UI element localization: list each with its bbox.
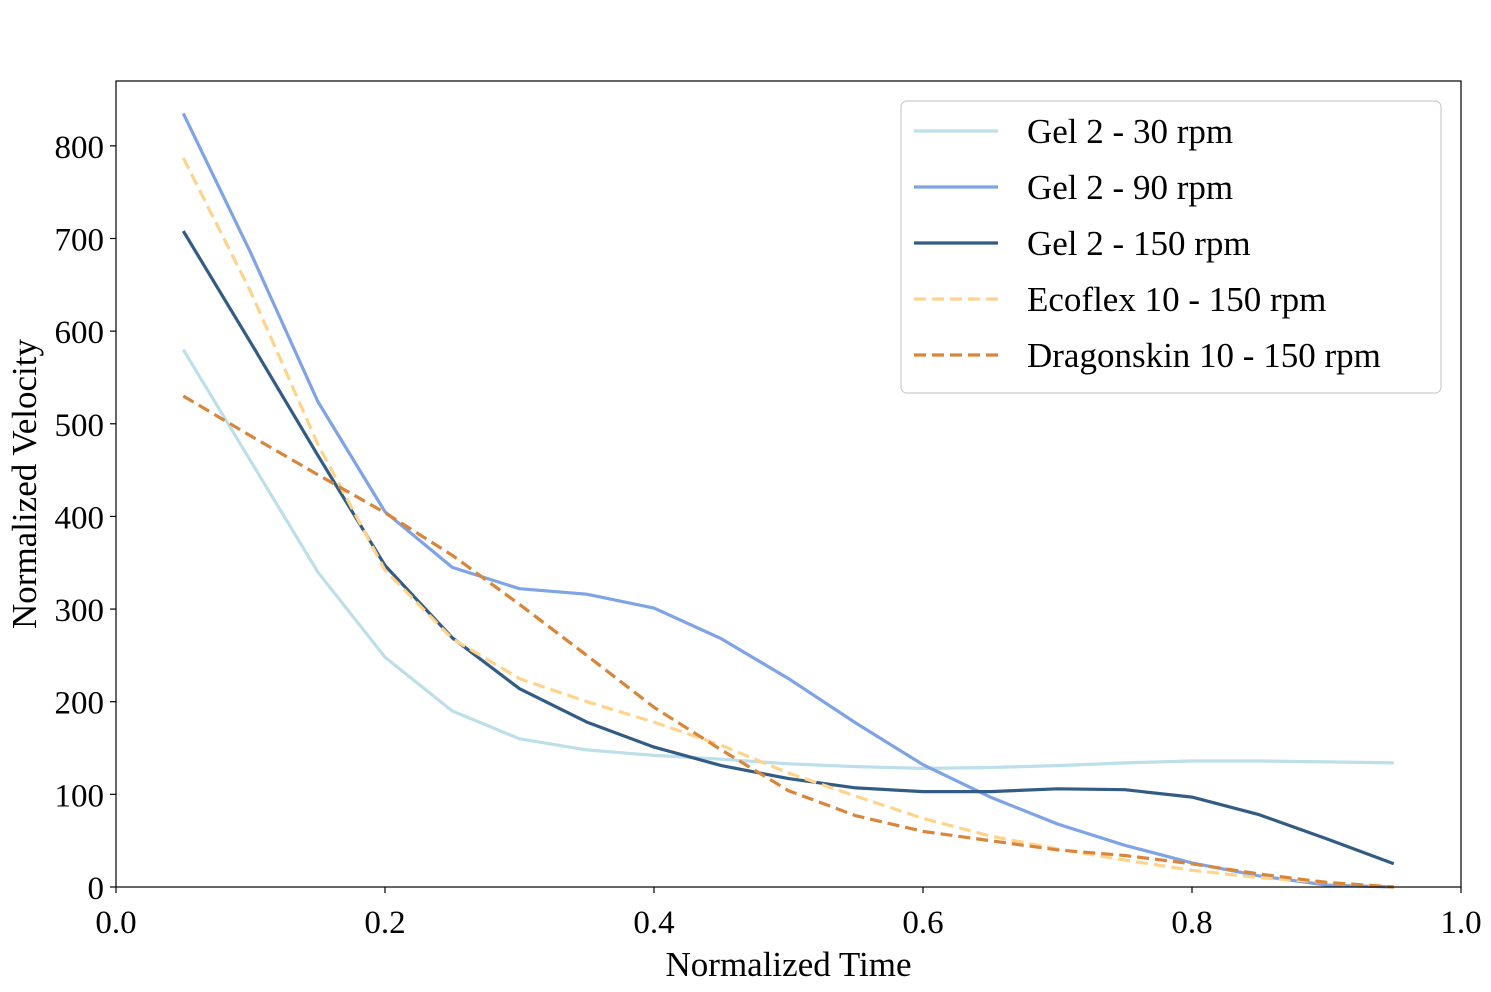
y-tick-label: 800 — [55, 130, 105, 166]
y-tick-label: 200 — [55, 686, 105, 722]
legend-label: Gel 2 - 30 rpm — [1027, 112, 1233, 151]
legend-label: Gel 2 - 90 rpm — [1027, 168, 1233, 207]
legend-box — [900, 100, 1442, 394]
y-tick-label: 400 — [55, 500, 105, 536]
series-line-gel-2-150-rpm — [181, 230, 1395, 866]
y-axis-label: Normalized Velocity — [5, 339, 44, 629]
series-line-dragonskin-10-150-rpm — [182, 394, 1394, 889]
legend-label: Dragonskin 10 - 150 rpm — [1027, 336, 1381, 375]
y-tick-label: 100 — [55, 778, 105, 814]
y-tick-label: 0 — [88, 871, 105, 907]
legend-label: Gel 2 - 150 rpm — [1027, 224, 1251, 263]
plot-frame — [115, 80, 1462, 888]
x-tick-label: 0.2 — [364, 905, 405, 941]
y-tick-label: 700 — [55, 222, 105, 258]
series-layer — [181, 112, 1395, 889]
x-tick-label: 0.4 — [633, 905, 674, 941]
legend-label: Ecoflex 10 - 150 rpm — [1027, 280, 1326, 319]
series-line-gel-2-30-rpm — [181, 348, 1394, 771]
y-axis: 0 100 200 300 400 500 600 700 800 — [55, 130, 116, 907]
y-tick-label: 600 — [55, 315, 105, 351]
legend: Gel 2 - 30 rpm Gel 2 - 90 rpm Gel 2 - 150 … — [900, 100, 1442, 394]
x-tick-label: 0.8 — [1171, 905, 1212, 941]
y-tick-label: 500 — [55, 408, 105, 444]
x-axis-label: Normalized Time — [666, 945, 912, 984]
y-tick-label: 300 — [55, 593, 105, 629]
series-line-ecoflex-10-150-rpm — [181, 157, 1394, 889]
x-tick-label: 0.6 — [902, 905, 943, 941]
x-tick-label: 1.0 — [1440, 905, 1481, 941]
x-axis: 0.0 0.2 0.4 0.6 0.8 1.0 — [95, 887, 1482, 941]
x-tick-label: 0.0 — [95, 905, 136, 941]
